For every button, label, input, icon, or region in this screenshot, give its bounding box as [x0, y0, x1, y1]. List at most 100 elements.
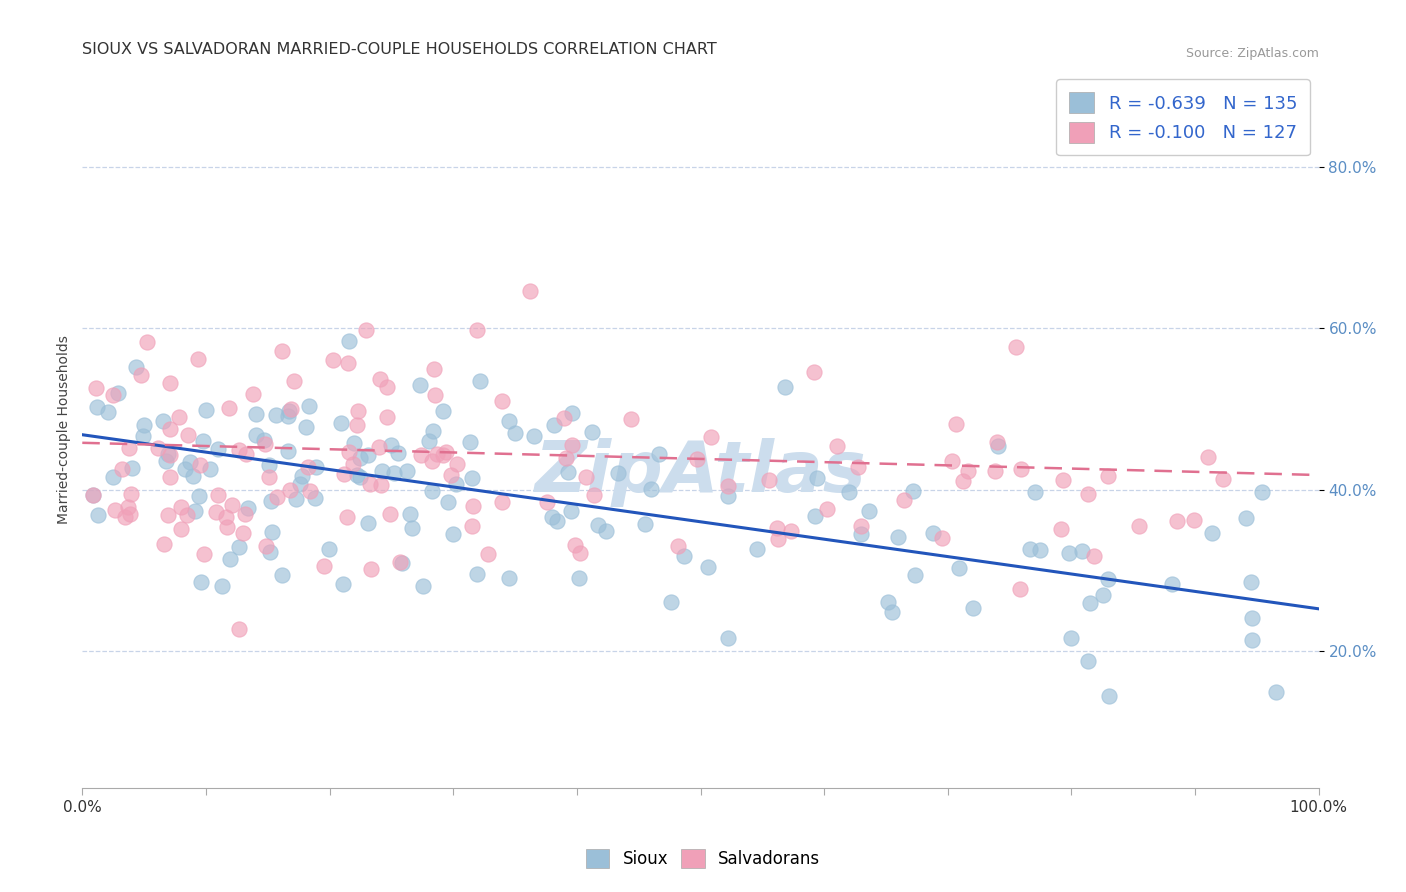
Point: [851, 527, 873, 541]
Point: [815, 501, 838, 516]
Point: [1070, 544, 1092, 558]
Point: [412, 579, 434, 593]
Point: [285, 491, 308, 506]
Point: [170, 500, 193, 515]
Point: [1024, 484, 1046, 499]
Point: [337, 356, 360, 370]
Point: [360, 562, 382, 576]
Point: [498, 571, 520, 585]
Point: [120, 507, 142, 521]
Point: [1264, 685, 1286, 699]
Point: [948, 561, 970, 575]
Point: [505, 425, 527, 440]
Point: [184, 504, 207, 518]
Point: [205, 504, 228, 518]
Point: [228, 540, 250, 554]
Point: [391, 556, 413, 570]
Point: [561, 438, 583, 452]
Point: [146, 441, 169, 455]
Point: [228, 442, 250, 457]
Point: [700, 430, 723, 444]
Point: [491, 494, 513, 508]
Point: [333, 467, 356, 482]
Point: [346, 417, 368, 432]
Point: [159, 422, 181, 436]
Point: [986, 435, 1008, 450]
Point: [357, 516, 380, 530]
Point: [560, 406, 582, 420]
Point: [1166, 514, 1188, 528]
Point: [125, 360, 148, 375]
Point: [288, 477, 311, 491]
Point: [159, 470, 181, 484]
Point: [423, 388, 446, 402]
Point: [298, 400, 321, 414]
Point: [242, 387, 264, 401]
Point: [271, 344, 294, 359]
Point: [461, 518, 484, 533]
Point: [259, 544, 281, 558]
Point: [420, 483, 443, 498]
Point: [773, 380, 796, 394]
Point: [367, 440, 389, 454]
Point: [432, 403, 454, 417]
Point: [219, 552, 242, 566]
Point: [298, 483, 321, 498]
Point: [806, 471, 828, 485]
Point: [233, 508, 256, 522]
Point: [104, 503, 127, 517]
Point: [221, 498, 243, 512]
Point: [564, 538, 586, 552]
Point: [803, 508, 825, 523]
Point: [887, 530, 910, 544]
Point: [1182, 513, 1205, 527]
Point: [460, 471, 482, 485]
Point: [659, 595, 682, 609]
Point: [1059, 632, 1081, 646]
Point: [356, 448, 378, 462]
Point: [432, 448, 454, 462]
Point: [304, 491, 326, 505]
Text: SIOUX VS SALVADORAN MARRIED-COUPLE HOUSEHOLDS CORRELATION CHART: SIOUX VS SALVADORAN MARRIED-COUPLE HOUSE…: [83, 42, 717, 57]
Point: [86, 401, 108, 415]
Point: [1240, 632, 1263, 647]
Point: [181, 469, 204, 483]
Point: [467, 566, 489, 581]
Point: [118, 441, 141, 455]
Point: [101, 470, 124, 484]
Point: [129, 368, 152, 383]
Point: [346, 467, 368, 482]
Point: [187, 352, 209, 367]
Point: [945, 417, 967, 431]
Point: [103, 388, 125, 402]
Point: [155, 454, 177, 468]
Point: [648, 447, 671, 461]
Point: [765, 521, 787, 535]
Point: [858, 503, 880, 517]
Point: [259, 470, 281, 484]
Point: [153, 536, 176, 550]
Point: [1097, 572, 1119, 586]
Point: [922, 525, 945, 540]
Point: [941, 454, 963, 468]
Point: [1236, 510, 1258, 524]
Point: [378, 507, 401, 521]
Point: [179, 454, 201, 468]
Point: [498, 414, 520, 428]
Point: [318, 542, 340, 557]
Point: [717, 478, 740, 492]
Point: [666, 539, 689, 553]
Point: [399, 508, 422, 522]
Point: [803, 365, 825, 379]
Point: [1029, 542, 1052, 557]
Point: [84, 381, 107, 395]
Point: [1052, 473, 1074, 487]
Point: [245, 407, 267, 421]
Point: [426, 447, 449, 461]
Point: [232, 526, 254, 541]
Point: [717, 489, 740, 503]
Point: [1098, 690, 1121, 704]
Point: [312, 558, 335, 573]
Point: [543, 417, 565, 432]
Point: [82, 488, 104, 502]
